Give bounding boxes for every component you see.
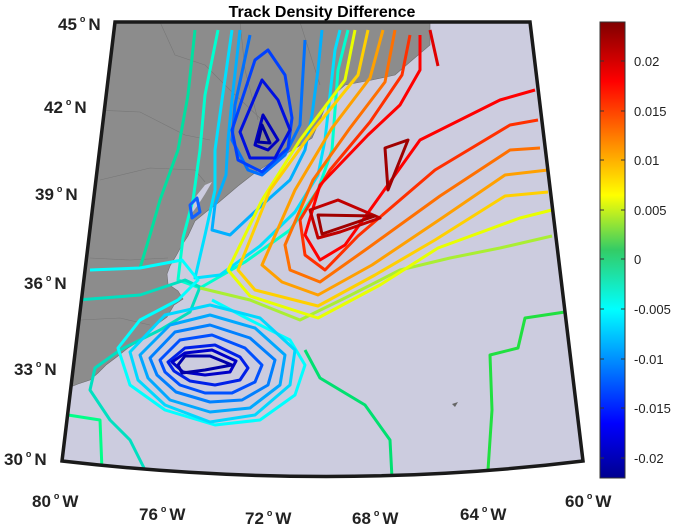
contour-line bbox=[236, 29, 549, 308]
colorbar-tick-label: -0.01 bbox=[634, 352, 664, 367]
colorbar-tick-label: -0.005 bbox=[634, 302, 671, 317]
lon-label-60: 60 o W bbox=[565, 491, 612, 511]
contour-line bbox=[283, 29, 541, 284]
lon-label-80: 80 o W bbox=[32, 491, 79, 511]
colorbar-tick-label: 0.01 bbox=[634, 153, 659, 168]
contour-line bbox=[158, 333, 264, 395]
lon-label-68: 68 o W bbox=[352, 508, 399, 528]
contour-line bbox=[226, 29, 553, 320]
lat-label-30: 30 o N bbox=[4, 449, 47, 469]
lat-label-39: 39 o N bbox=[35, 184, 78, 204]
chart-title: Track Density Difference bbox=[229, 4, 416, 21]
contour-lines bbox=[67, 29, 566, 477]
contour-line bbox=[199, 234, 553, 322]
contour-line bbox=[230, 34, 307, 177]
colorbar: 0.02 0.015 0.01 0.005 0 -0.005 -0.01 -0.… bbox=[599, 21, 671, 479]
contour-line bbox=[188, 196, 202, 220]
contour-line bbox=[210, 29, 324, 237]
contour-line bbox=[148, 323, 277, 404]
contour-line bbox=[486, 310, 566, 471]
colorbar-tick-label: 0.02 bbox=[634, 54, 659, 69]
lat-label-36: 36 o N bbox=[24, 273, 67, 293]
contour-line bbox=[303, 349, 394, 477]
contour-line bbox=[298, 34, 539, 272]
map-frame bbox=[60, 20, 585, 479]
contour-line bbox=[308, 198, 382, 240]
contour-line bbox=[253, 113, 280, 152]
colorbar-tick-label: 0.005 bbox=[634, 203, 667, 218]
lon-label-64: 64 o W bbox=[460, 504, 507, 524]
contour-line bbox=[138, 313, 287, 414]
longitude-labels: 80 o W 76 o W 72 o W 68 o W 64 o W 60 o W bbox=[32, 491, 612, 528]
bay-water bbox=[190, 182, 212, 213]
contour-line bbox=[428, 29, 440, 67]
island bbox=[452, 402, 458, 407]
colorbar-tick-label: -0.02 bbox=[634, 451, 664, 466]
colorbar-ticks bbox=[600, 60, 625, 459]
contour-line bbox=[89, 258, 307, 427]
map-area bbox=[62, 22, 583, 477]
lat-label-42: 42 o N bbox=[44, 97, 87, 117]
lon-label-72: 72 o W bbox=[245, 508, 292, 528]
contour-line bbox=[256, 123, 272, 145]
colorbar-tick-label: -0.015 bbox=[634, 401, 671, 416]
contour-line bbox=[238, 78, 292, 160]
contour-line bbox=[260, 29, 549, 297]
lat-label-45: 45 o N bbox=[58, 14, 101, 34]
contour-line bbox=[138, 29, 197, 269]
contour-line bbox=[316, 213, 377, 236]
contour-line bbox=[128, 303, 297, 424]
contour-line bbox=[230, 48, 294, 174]
contour-line bbox=[176, 354, 234, 375]
lat-label-33: 33 o N bbox=[14, 359, 57, 379]
contour-line bbox=[303, 35, 536, 262]
contour-line bbox=[166, 343, 250, 387]
contour-line bbox=[67, 413, 104, 471]
contour-line bbox=[383, 138, 410, 192]
lon-label-76: 76 o W bbox=[139, 504, 186, 524]
colorbar-tick-label: 0.015 bbox=[634, 104, 667, 119]
latitude-labels: 45 o N 42 o N 39 o N 36 o N 33 o N 30 o N bbox=[4, 14, 101, 469]
colorbar-tick-label: 0 bbox=[634, 252, 641, 267]
colorbar-gradient bbox=[599, 21, 626, 479]
